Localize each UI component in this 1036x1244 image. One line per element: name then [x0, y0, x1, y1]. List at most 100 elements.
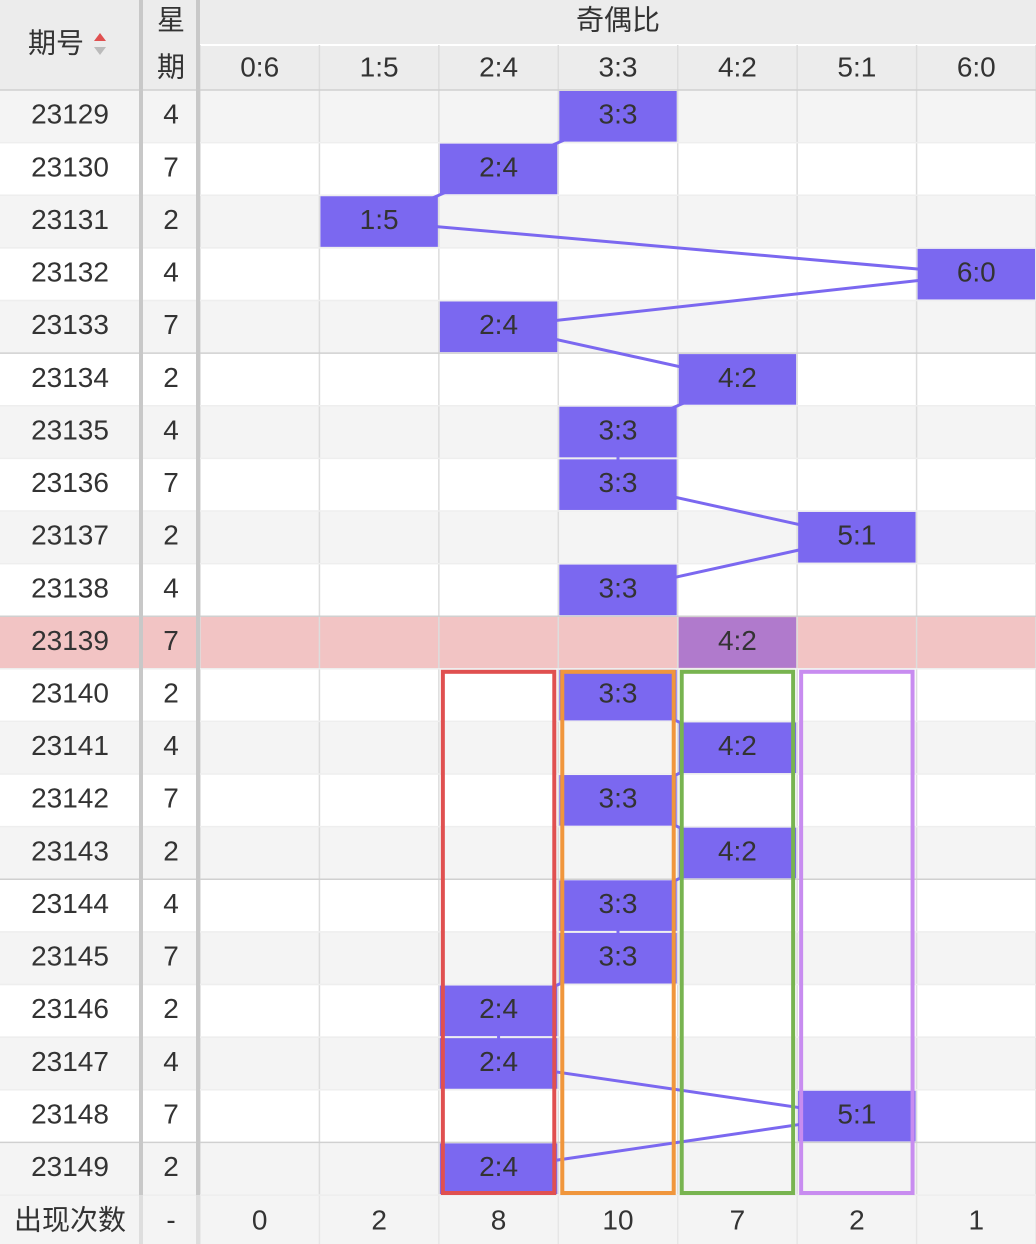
row-bg: [0, 826, 1036, 880]
ratio-label: 2:4: [479, 309, 518, 340]
period-header: 期号: [28, 27, 84, 58]
period: 23140: [31, 678, 109, 709]
weekday: 2: [163, 993, 179, 1024]
ratio-cell: [917, 248, 1035, 300]
period: 23144: [31, 888, 109, 919]
ratio-cell: [798, 1090, 916, 1142]
ratio-cell: [559, 669, 677, 721]
group-header: 奇偶比: [576, 4, 660, 35]
ratio-cell: [559, 564, 677, 616]
ratio-cell: [678, 722, 797, 774]
period: 23132: [31, 257, 109, 288]
column-header: 5:1: [837, 51, 876, 82]
row-bg: [0, 353, 1036, 406]
period: 23137: [31, 520, 109, 551]
period: 23134: [31, 362, 109, 393]
period: 23136: [31, 467, 109, 498]
count: 1: [968, 1204, 984, 1235]
ratio-cell: [439, 985, 558, 1037]
weekday: 2: [163, 1151, 179, 1182]
weekday: 2: [163, 835, 179, 866]
footer-weekday: -: [166, 1204, 175, 1235]
period: 23146: [31, 993, 109, 1024]
row-bg: [0, 405, 1036, 459]
highlight-box: [440, 669, 557, 1195]
sort-icon: [94, 47, 106, 55]
weekday: 2: [163, 204, 179, 235]
period: 23141: [31, 730, 109, 761]
column-header: 0:6: [240, 51, 279, 82]
weekday: 7: [163, 309, 179, 340]
weekday: 7: [163, 1098, 179, 1129]
ratio-label: 2:4: [479, 993, 518, 1024]
period: 23131: [31, 204, 109, 235]
weekday: 4: [163, 888, 179, 919]
ratio-cell: [439, 143, 558, 195]
period: 23130: [31, 151, 109, 182]
count: 7: [730, 1204, 746, 1235]
weekday-header: 星: [157, 4, 185, 35]
ratio-cell: [678, 827, 797, 879]
row-bg: [0, 668, 1036, 722]
ratio-cell: [559, 932, 677, 984]
period: 23133: [31, 309, 109, 340]
highlight-box: [799, 669, 915, 1195]
footer-bg: [0, 1195, 1036, 1244]
ratio-label: 4:2: [718, 730, 757, 761]
ratio-label: 3:3: [599, 678, 638, 709]
row-bg: [0, 879, 1036, 932]
ratio-label: 3:3: [599, 414, 638, 445]
ratio-label: 3:3: [599, 783, 638, 814]
weekday: 7: [163, 941, 179, 972]
column-header: 3:3: [599, 51, 638, 82]
ratio-cell: [559, 459, 677, 510]
ratio-cell: [559, 91, 677, 142]
period: 23145: [31, 941, 109, 972]
row-bg: [0, 247, 1036, 301]
ratio-cell: [798, 511, 916, 563]
count: 10: [602, 1204, 633, 1235]
row-bg: [0, 90, 1036, 143]
weekday: 7: [163, 625, 179, 656]
ratio-label: 6:0: [957, 257, 996, 288]
period: 23147: [31, 1046, 109, 1077]
weekday: 4: [163, 257, 179, 288]
ratio-label: 2:4: [479, 1046, 518, 1077]
weekday: 4: [163, 414, 179, 445]
row-bg: [0, 774, 1036, 827]
period: 23143: [31, 835, 109, 866]
period: 23138: [31, 572, 109, 603]
weekday-header: 期: [157, 51, 185, 82]
ratio-label: 3:3: [599, 888, 638, 919]
weekday: 4: [163, 730, 179, 761]
column-header: 1:5: [360, 51, 399, 82]
weekday: 2: [163, 520, 179, 551]
ratio-cell: [559, 775, 677, 826]
row-bg: [0, 458, 1036, 511]
weekday: 4: [163, 99, 179, 130]
row-bg: [0, 721, 1036, 775]
ratio-label: 4:2: [718, 835, 757, 866]
ratio-label: 1:5: [360, 204, 399, 235]
ratio-label: 5:1: [837, 520, 876, 551]
ratio-cell: [439, 301, 558, 353]
footer-label: 出现次数: [14, 1204, 126, 1235]
weekday: 2: [163, 678, 179, 709]
sort-icon: [94, 33, 106, 41]
count: 8: [491, 1204, 507, 1235]
highlight-box: [560, 669, 676, 1195]
weekday: 7: [163, 467, 179, 498]
row-bg: [0, 563, 1036, 617]
count: 2: [849, 1204, 865, 1235]
ratio-label: 3:3: [599, 99, 638, 130]
period: 23148: [31, 1098, 109, 1129]
count: 0: [252, 1204, 268, 1235]
ratio-label: 4:2: [718, 362, 757, 393]
column-header: 4:2: [718, 51, 757, 82]
weekday: 7: [163, 783, 179, 814]
ratio-cell: [559, 880, 677, 931]
ratio-label: 4:2: [718, 625, 757, 656]
row-bg: [0, 616, 1036, 669]
ratio-label: 2:4: [479, 1151, 518, 1182]
